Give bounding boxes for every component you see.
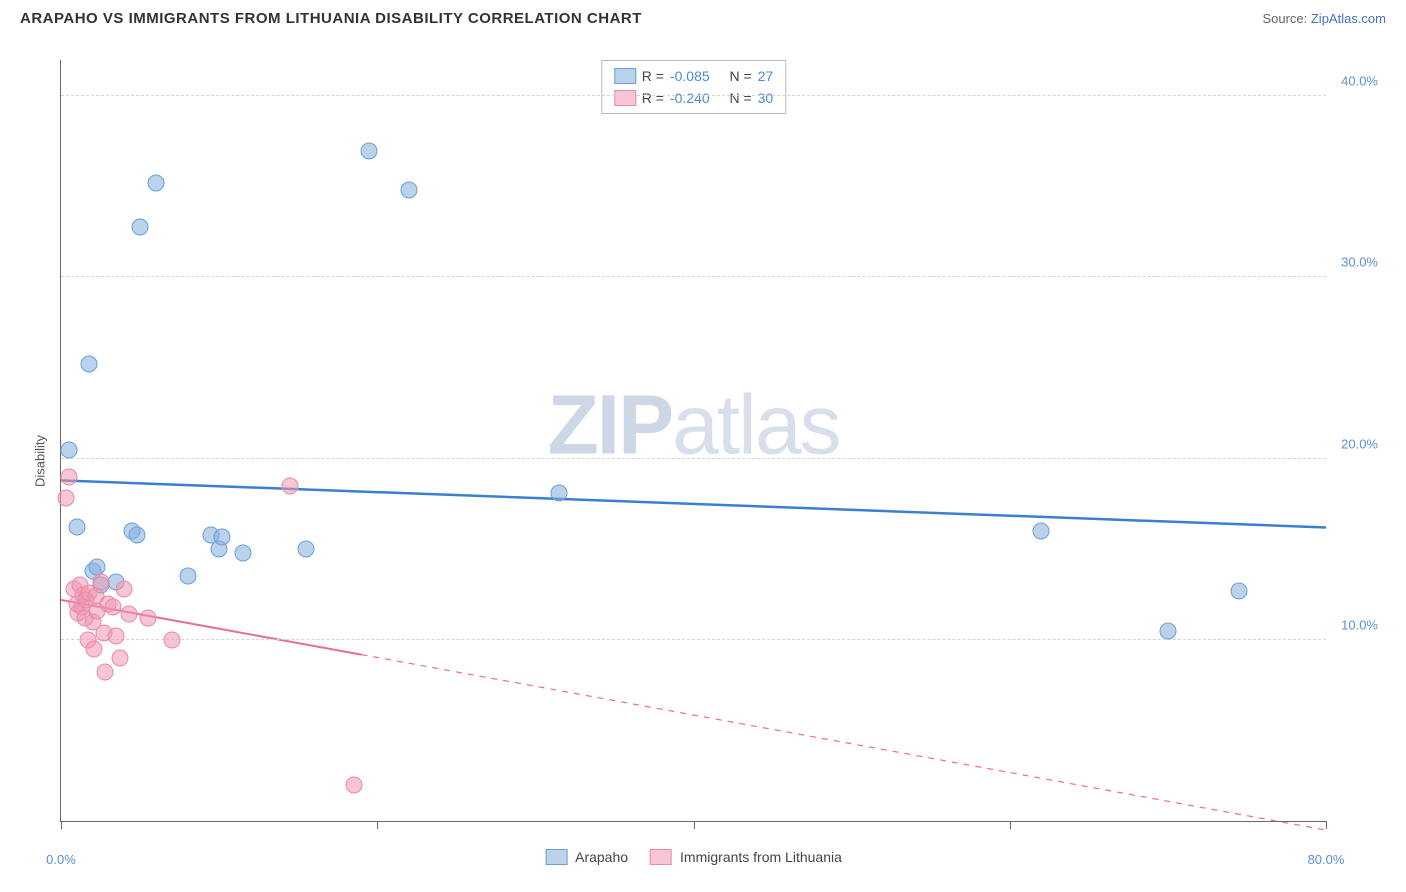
- y-tick-label: 40.0%: [1341, 74, 1378, 89]
- legend-label: Immigrants from Lithuania: [680, 849, 842, 865]
- gridline: [61, 639, 1326, 640]
- chart-title: ARAPAHO VS IMMIGRANTS FROM LITHUANIA DIS…: [20, 10, 642, 27]
- data-point: [1231, 582, 1248, 599]
- gridline: [61, 458, 1326, 459]
- x-tick: [377, 821, 378, 829]
- data-point: [108, 628, 125, 645]
- trend-line-extrapolated: [361, 655, 1326, 830]
- chart-container: Disability ZIPatlas R = -0.085 N = 27 R …: [20, 40, 1386, 882]
- x-tick: [694, 821, 695, 829]
- data-point: [128, 526, 145, 543]
- swatch-icon: [650, 849, 672, 865]
- data-point: [214, 528, 231, 545]
- x-tick-label: 0.0%: [46, 852, 76, 867]
- y-tick-label: 30.0%: [1341, 255, 1378, 270]
- data-point: [60, 468, 77, 485]
- data-point: [139, 610, 156, 627]
- trend-line: [61, 480, 1326, 527]
- gridline: [61, 276, 1326, 277]
- data-point: [97, 664, 114, 681]
- y-tick-label: 20.0%: [1341, 436, 1378, 451]
- trendlines-layer: [61, 60, 1326, 821]
- data-point: [345, 776, 362, 793]
- legend-label: Arapaho: [575, 849, 628, 865]
- data-point: [116, 581, 133, 598]
- y-axis-label: Disability: [33, 435, 48, 487]
- data-point: [282, 477, 299, 494]
- data-point: [86, 640, 103, 657]
- x-tick-label: 80.0%: [1308, 852, 1345, 867]
- x-tick: [61, 821, 62, 829]
- data-point: [179, 568, 196, 585]
- x-tick: [1326, 821, 1327, 829]
- data-point: [361, 142, 378, 159]
- data-point: [147, 175, 164, 192]
- data-point: [1033, 523, 1050, 540]
- data-point: [105, 599, 122, 616]
- data-point: [400, 182, 417, 199]
- source-prefix: Source:: [1262, 11, 1310, 26]
- data-point: [551, 485, 568, 502]
- legend-item-arapaho: Arapaho: [545, 849, 628, 865]
- swatch-icon: [545, 849, 567, 865]
- data-point: [163, 631, 180, 648]
- plot-area: ZIPatlas R = -0.085 N = 27 R = -0.240 N …: [60, 60, 1326, 822]
- data-point: [120, 606, 137, 623]
- data-point: [298, 541, 315, 558]
- data-point: [1159, 622, 1176, 639]
- x-tick: [1010, 821, 1011, 829]
- data-point: [234, 544, 251, 561]
- legend-item-lithuania: Immigrants from Lithuania: [650, 849, 842, 865]
- bottom-legend: Arapaho Immigrants from Lithuania: [545, 849, 842, 865]
- data-point: [81, 356, 98, 373]
- data-point: [60, 441, 77, 458]
- source-link[interactable]: ZipAtlas.com: [1311, 11, 1386, 26]
- y-tick-label: 10.0%: [1341, 617, 1378, 632]
- data-point: [68, 519, 85, 536]
- data-point: [132, 218, 149, 235]
- data-point: [57, 490, 74, 507]
- chart-header: ARAPAHO VS IMMIGRANTS FROM LITHUANIA DIS…: [0, 0, 1406, 33]
- gridline: [61, 95, 1326, 96]
- source-attribution: Source: ZipAtlas.com: [1262, 11, 1386, 26]
- data-point: [92, 573, 109, 590]
- data-point: [111, 649, 128, 666]
